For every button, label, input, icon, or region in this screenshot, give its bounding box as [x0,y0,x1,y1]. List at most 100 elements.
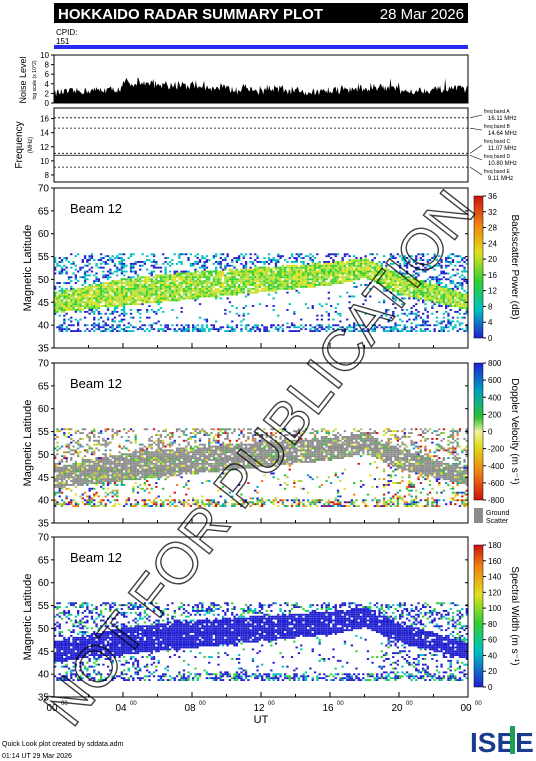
colorbar-tick-label: -800 [488,496,505,505]
freq-band-label: freq band E [484,169,511,175]
freq-band-value: 11.07 MHz [488,146,517,152]
noise-ytick-label: 4 [45,80,50,89]
colorbar-tick-label: 40 [488,651,497,660]
colorbar [473,544,484,688]
freq-band-pointer [469,144,483,154]
colorbar-tick-label: -200 [488,445,505,454]
lat-tick-label: 70 [38,184,50,195]
lat-axis-label: Magnetic Latitude [22,574,34,661]
freq-band-legend: freq band A16.11 MHz freq band B14.64 MHz… [469,109,517,182]
colorbar-tick-label: 20 [488,667,497,676]
x-tick-label-sup: 00 [406,701,413,707]
x-tick-label: 20 [391,703,403,714]
colorbar-tick-label: -600 [488,479,505,488]
freq-band-pointer [469,154,483,161]
colorbar-tick-label: 0 [488,334,493,343]
x-axis: 00 00 04 00 08 00 12 00 16 00 20 00 00 00 [46,701,482,714]
x-tick-label-sup: 00 [61,701,68,707]
ground-scatter-swatch [474,508,483,523]
colorbar-tick-label: 140 [488,573,502,582]
lat-axis-label: Magnetic Latitude [22,225,34,312]
lat-tick-label: 55 [38,252,50,263]
cpid-value: 151 [56,37,70,46]
colorbar-tick-label: 20 [488,255,497,264]
cpid-label: CPID: [56,28,77,37]
colorbar [473,362,484,501]
lat-tick-label: 35 [38,519,50,530]
freq-band-value: 14.64 MHz [488,131,517,137]
lat-tick-label: 45 [38,647,50,658]
ground-scatter-label: Ground [486,510,509,517]
freq-ylabel-unit: (MHz) [28,137,34,153]
lat-tick-label: 45 [38,298,50,309]
beam-label: Beam 12 [70,550,122,565]
colorbar-label: Spectral Width (m s⁻¹) [509,566,520,665]
freq-yticks: 8 10 12 14 16 [40,115,54,180]
lat-tick-label: 70 [38,359,50,370]
x-tick-label-sup: 00 [268,701,275,707]
ground-scatter-label2: Scatter [486,518,509,525]
colorbar-tick-label: 16 [488,271,497,280]
colorbar-tick-label: 0 [488,428,493,437]
lat-tick-label: 40 [38,321,50,332]
noise-ytick-label: 8 [45,61,50,70]
freq-ytick-label: 14 [40,129,49,138]
x-tick-label: 16 [322,703,334,714]
x-tick-label: 04 [115,703,127,714]
freq-band-pointer [469,114,483,119]
freq-band-label: freq band A [484,109,510,115]
lat-tick-label: 50 [38,450,50,461]
doppler-velocity-panel: 35 40 45 50 55 60 65 70 Magnetic Latitude Beam 12… [22,359,520,530]
x-tick-label-sup: 00 [130,701,137,707]
x-axis-label: UT [254,714,269,726]
scatter-cells [54,602,468,681]
freq-ytick-label: 10 [40,157,49,166]
spectral-width-panel: 35 40 45 50 55 60 65 70 Magnetic Latitude Beam 12… [22,533,520,704]
noise-level-trace [54,77,468,103]
noise-ytick-label: 10 [40,51,49,60]
x-tick-label: 00 [460,703,472,714]
lat-tick-label: 40 [38,670,50,681]
freq-ylabel: Frequency [14,121,25,168]
freq-band-label: freq band B [484,124,511,130]
freq-lines [54,117,468,168]
freq-band-value: 16.11 MHz [488,116,517,122]
title-bar [54,3,468,23]
freq-band-label: freq band C [484,139,511,145]
freq-band-value: 10.80 MHz [488,161,517,167]
colorbar-tick-label: 120 [488,588,502,597]
isee-logo-accent [510,726,515,754]
footer-timestamp: 01:14 UT 29 Mar 2026 [2,753,72,760]
lat-tick-label: 65 [38,206,50,217]
freq-band-label: freq band D [484,154,511,160]
colorbar-tick-label: -400 [488,462,505,471]
colorbar-tick-label: 60 [488,636,497,645]
beam-label: Beam 12 [70,376,122,391]
colorbar-tick-label: 8 [488,302,493,311]
x-tick-label-sup: 00 [337,701,344,707]
colorbar-tick-label: 32 [488,208,497,217]
freq-ytick-label: 8 [45,171,50,180]
lat-tick-label: 50 [38,624,50,635]
lat-axis-label: Magnetic Latitude [22,400,34,487]
colorbar-tick-label: 28 [488,224,497,233]
colorbar-tick-label: 80 [488,620,497,629]
lat-tick-label: 60 [38,578,50,589]
lat-tick-label: 65 [38,555,50,566]
colorbar-label: Backscatter Power (dB) [509,214,520,319]
x-tick-label: 12 [253,703,265,714]
x-tick-label-sup: 00 [475,701,482,707]
noise-bars [54,77,468,103]
plot-title: HOKKAIDO RADAR SUMMARY PLOT [58,6,323,23]
freq-band-value: 9.11 MHz [488,176,513,182]
colorbar-tick-label: 0 [488,683,493,692]
freq-frame [53,107,469,183]
lat-tick-label: 40 [38,496,50,507]
lat-tick-label: 60 [38,404,50,415]
lat-tick-label: 55 [38,427,50,438]
isee-logo: ISEE [470,726,534,758]
lat-tick-label: 70 [38,533,50,544]
